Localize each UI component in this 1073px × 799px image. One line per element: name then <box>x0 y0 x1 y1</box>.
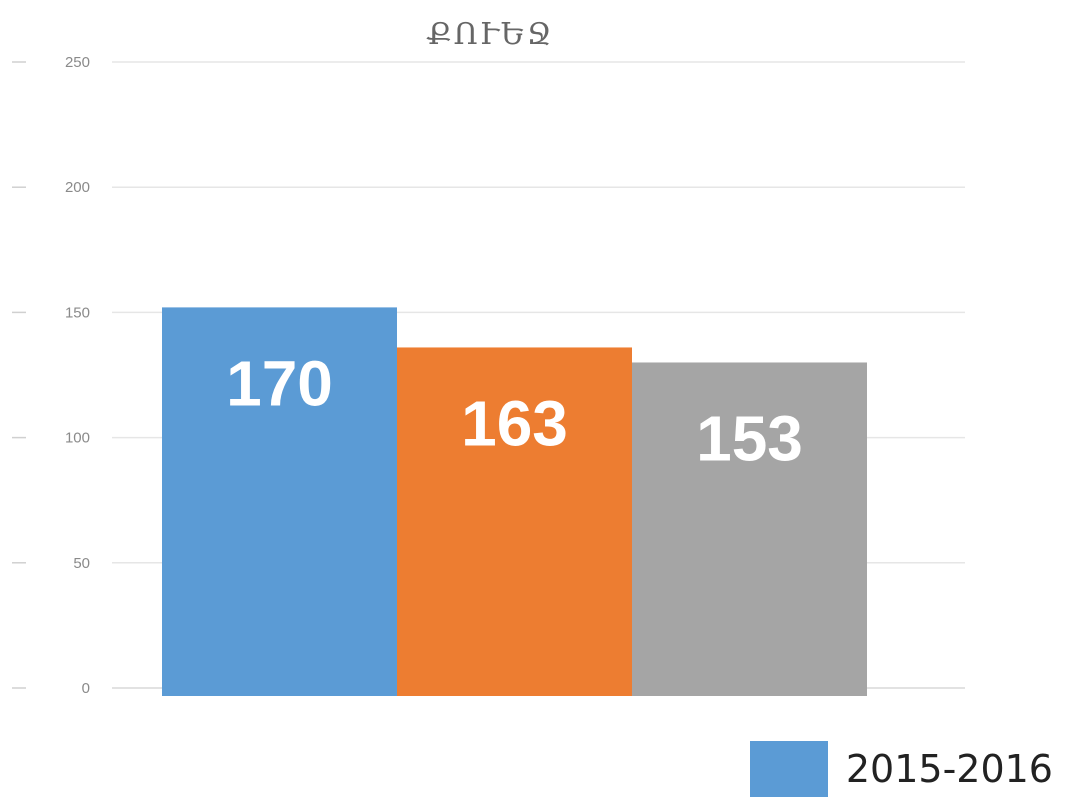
bar <box>162 307 397 696</box>
bar-value-label: 153 <box>696 402 803 474</box>
legend-label: 2015-2016 <box>845 747 1053 791</box>
y-tick-label: 250 <box>65 54 90 71</box>
y-tick-label: 200 <box>65 179 90 196</box>
y-tick-label: 150 <box>65 304 90 321</box>
y-tick-label: 50 <box>73 555 90 572</box>
legend: 2015-2016 <box>749 741 1053 797</box>
bars <box>162 307 867 696</box>
y-tick-label: 0 <box>82 680 90 697</box>
bar-labels: 170 163 153 <box>226 347 803 474</box>
chart-title: ՔՈՒԵՋ <box>426 17 553 52</box>
y-axis: 0 50 100 150 200 250 <box>12 54 90 697</box>
bar-value-label: 163 <box>461 387 568 459</box>
bar <box>632 362 867 696</box>
legend-swatch <box>749 741 828 797</box>
y-tick-label: 100 <box>65 430 90 447</box>
bar-value-label: 170 <box>226 347 333 419</box>
bar <box>397 347 632 696</box>
